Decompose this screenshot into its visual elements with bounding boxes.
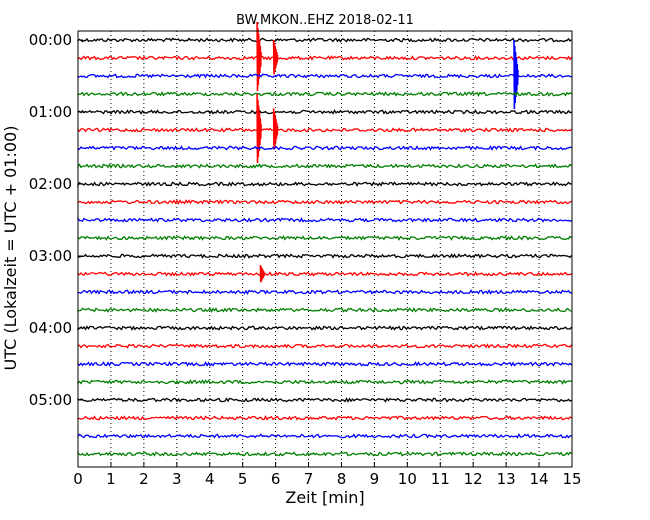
trace-0015 xyxy=(77,54,573,61)
trace-0045 xyxy=(77,91,572,97)
x-tick-label: 1 xyxy=(106,470,116,488)
x-tick-label: 7 xyxy=(304,470,314,488)
x-tick-label: 13 xyxy=(497,470,516,488)
x-tick-label: 2 xyxy=(139,470,149,488)
trace-0130 xyxy=(77,145,572,151)
x-axis-label: Zeit [min] xyxy=(285,488,364,507)
chart-title: BW.MKON..EHZ 2018-02-11 xyxy=(236,13,414,28)
plot-frame xyxy=(77,30,573,468)
trace-0115 xyxy=(77,127,572,133)
event-spike-0030-0 xyxy=(513,39,519,110)
trace-0445 xyxy=(77,379,572,385)
y-axis-ticks: 00:00 01:00 02:00 03:00 04:00 05:00 xyxy=(29,31,83,409)
y-tick-label: 05:00 xyxy=(29,391,72,409)
x-tick-label: 4 xyxy=(205,470,215,488)
event-spike-0315-0 xyxy=(259,264,266,283)
traces xyxy=(77,21,573,457)
event-spike-0115-0 xyxy=(256,93,262,164)
trace-0230 xyxy=(77,216,572,223)
x-tick-label: 0 xyxy=(73,470,83,488)
x-tick-label: 15 xyxy=(562,470,581,488)
y-axis-label: UTC (Lokalzeit = UTC + 01:00) xyxy=(1,126,20,371)
trace-0430 xyxy=(77,361,572,367)
trace-0030 xyxy=(77,73,572,79)
x-tick-label: 12 xyxy=(464,470,483,488)
x-tick-label: 8 xyxy=(337,470,347,488)
trace-0315 xyxy=(77,271,572,277)
trace-0200 xyxy=(77,181,572,188)
trace-0300 xyxy=(77,253,573,259)
trace-0415 xyxy=(77,343,573,349)
x-tick-label: 5 xyxy=(238,470,248,488)
x-tick-label: 6 xyxy=(271,470,281,488)
trace-0400 xyxy=(77,325,573,331)
trace-0145 xyxy=(77,163,572,169)
trace-0345 xyxy=(77,307,572,313)
event-spike-0115-1 xyxy=(272,108,279,150)
trace-0530 xyxy=(77,433,572,439)
x-tick-label: 11 xyxy=(431,470,450,488)
grid xyxy=(110,31,540,467)
y-tick-label: 00:00 xyxy=(29,31,72,49)
trace-0000 xyxy=(77,37,572,43)
x-tick-label: 14 xyxy=(530,470,549,488)
x-axis-ticks: 0 1 2 3 4 5 6 7 8 9 10 11 12 13 14 15 xyxy=(73,462,582,488)
x-tick-label: 3 xyxy=(172,470,182,488)
y-tick-label: 02:00 xyxy=(29,175,72,193)
event-spike-0015-0 xyxy=(256,21,262,92)
trace-0500 xyxy=(77,397,572,403)
event-spike-0015-1 xyxy=(272,39,279,75)
trace-0100 xyxy=(77,109,572,115)
trace-0515 xyxy=(77,415,572,421)
y-tick-label: 03:00 xyxy=(29,247,72,265)
trace-0545 xyxy=(77,451,572,457)
x-tick-label: 10 xyxy=(398,470,417,488)
trace-0215 xyxy=(77,199,572,205)
y-tick-label: 01:00 xyxy=(29,103,72,121)
trace-0245 xyxy=(77,235,572,241)
y-tick-label: 04:00 xyxy=(29,319,72,337)
x-tick-label: 9 xyxy=(370,470,380,488)
trace-0330 xyxy=(77,289,572,295)
